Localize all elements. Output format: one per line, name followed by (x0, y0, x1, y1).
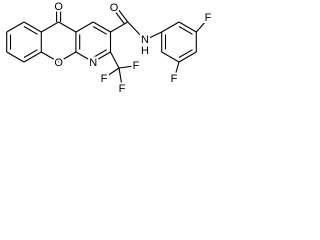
bond (58, 51, 77, 63)
bond (127, 21, 146, 41)
bond (6, 21, 25, 33)
bond (144, 31, 162, 41)
atom-label: N (89, 57, 97, 69)
bond (178, 21, 197, 33)
bond (117, 8, 129, 23)
atom-labels: O O N O N H F F F F F (52, 0, 213, 97)
bond (23, 51, 42, 63)
atom-label: F (133, 60, 140, 72)
bond (41, 21, 59, 33)
bond (110, 51, 120, 69)
bond (92, 21, 111, 33)
bond (174, 61, 180, 77)
atom-label: O (54, 57, 63, 69)
bond (41, 51, 59, 63)
bond (103, 67, 120, 79)
bond (118, 65, 135, 69)
bond (114, 10, 125, 25)
atom-label: F (119, 83, 126, 95)
bond (178, 51, 197, 63)
atom-label: O (110, 2, 119, 14)
bonds (6, 8, 208, 87)
bond (92, 51, 111, 63)
bond (161, 21, 180, 33)
bond (92, 49, 107, 58)
structure-diagram: O O N O N H F F F F F (6, 0, 214, 97)
atom-label: F (205, 12, 212, 24)
atom-label: O (54, 1, 63, 13)
bond (178, 49, 193, 58)
bond (195, 19, 208, 33)
page: O O N O N H F F F F F (() => { const dat… (0, 0, 320, 97)
bond (110, 21, 129, 33)
bond (23, 49, 38, 58)
atom-label: F (101, 73, 108, 85)
bond (58, 21, 77, 33)
bond (75, 21, 94, 33)
bond (178, 26, 193, 35)
bond (75, 51, 94, 63)
bond (6, 51, 25, 63)
atom-label: N (141, 34, 149, 46)
bond (23, 26, 38, 35)
atom-label: F (171, 73, 178, 85)
bond (118, 67, 123, 87)
bond (23, 21, 42, 33)
bond (161, 51, 180, 63)
bond (92, 26, 107, 35)
atom-label: H (141, 45, 149, 57)
